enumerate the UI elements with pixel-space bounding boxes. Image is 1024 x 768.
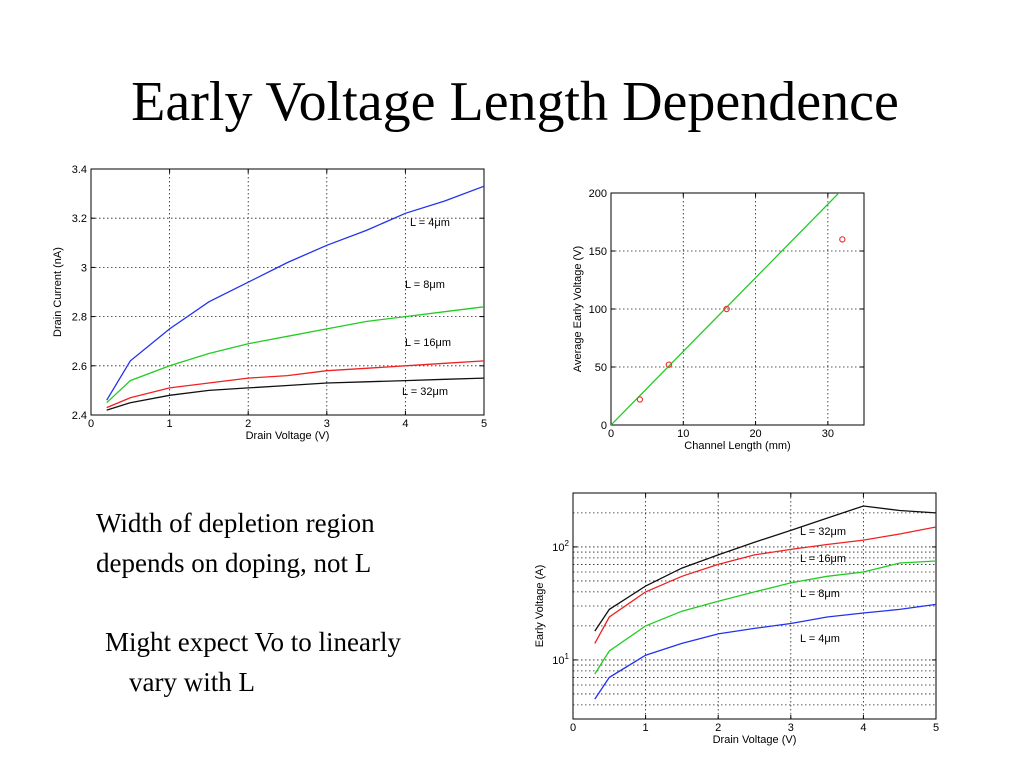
- series-line: [594, 526, 936, 644]
- text-line: Might expect Vo to linearly: [105, 627, 401, 657]
- data-point: [665, 361, 673, 368]
- series-line: [594, 603, 936, 700]
- series-line: [106, 360, 484, 409]
- y-axis-title: Drain Current (nA): [52, 247, 64, 337]
- text-line: Width of depletion region: [96, 508, 375, 538]
- x-tick-label: 4: [860, 722, 866, 734]
- grid-lines: [573, 493, 936, 719]
- y-tick-base: 10: [552, 655, 564, 667]
- x-axis-title: Drain Voltage (V): [246, 430, 330, 442]
- x-tick-label: 5: [933, 722, 939, 734]
- x-tick-label: 3: [788, 722, 794, 734]
- y-tick-label: 3: [81, 262, 87, 274]
- series-label: L = 8μm: [405, 279, 445, 291]
- x-tick-label: 30: [822, 428, 834, 440]
- data-point: [839, 236, 846, 243]
- text-line: depends on doping, not L: [96, 548, 372, 578]
- x-axis-title: Channel Length (mm): [684, 440, 790, 452]
- series-label: L = 16μm: [800, 553, 846, 565]
- grid-lines: [611, 193, 864, 425]
- x-tick-label: 1: [643, 722, 649, 734]
- series-label: L = 4μm: [800, 633, 840, 645]
- plot-frame: [90, 168, 485, 416]
- x-tick-label: 10: [677, 428, 689, 440]
- plot-area: [594, 505, 936, 700]
- x-tick-label: 3: [324, 418, 330, 430]
- y-axis-title: Average Early Voltage (V): [572, 246, 584, 372]
- series-line: [106, 306, 484, 404]
- x-tick-label: 0: [570, 722, 576, 734]
- plot-frame: [572, 492, 937, 720]
- series-line: [594, 505, 936, 632]
- y-tick-label: 101: [552, 652, 569, 667]
- y-tick-label: 100: [589, 304, 607, 316]
- x-axis-title: Drain Voltage (V): [713, 734, 797, 746]
- y-tick-label: 2.4: [72, 410, 87, 422]
- x-tick-label: 2: [715, 722, 721, 734]
- y-tick-exponent: 2: [565, 539, 570, 548]
- x-tick-label: 5: [481, 418, 487, 430]
- y-tick-label: 102: [552, 539, 569, 554]
- series-label: L = 4μm: [410, 217, 450, 229]
- y-tick-label: 0: [601, 420, 607, 432]
- y-tick-label: 50: [595, 362, 607, 374]
- y-tick-exponent: 1: [565, 652, 570, 661]
- x-tick-label: 0: [88, 418, 94, 430]
- x-tick-label: 4: [402, 418, 408, 430]
- y-tick-label: 150: [589, 246, 607, 258]
- y-axis-title: Early Voltage (A): [534, 565, 546, 648]
- y-tick-label: 3.2: [72, 213, 87, 225]
- series-line: [611, 193, 840, 425]
- plot-area: [611, 193, 840, 425]
- text-line: vary with L: [129, 667, 255, 697]
- series-line: [106, 185, 484, 401]
- series-line: [106, 377, 484, 411]
- y-tick-label: 3.4: [72, 164, 87, 176]
- y-tick-label: 2.8: [72, 312, 87, 324]
- text-block-expectation: Might expect Vo to linearly vary with L: [105, 622, 525, 702]
- x-tick-label: 1: [167, 418, 173, 430]
- x-tick-label: 0: [608, 428, 614, 440]
- data-point: [636, 396, 644, 403]
- y-tick-label: 200: [589, 188, 607, 200]
- x-tick-label: 2: [245, 418, 251, 430]
- series-label: L = 16μm: [405, 337, 451, 349]
- series-line: [594, 560, 936, 675]
- data-point: [723, 305, 730, 313]
- y-tick-label: 2.6: [72, 361, 87, 373]
- series-label: L = 32μm: [800, 526, 846, 538]
- series-label: L = 8μm: [800, 588, 840, 600]
- text-block-depletion: Width of depletion region depends on dop…: [96, 503, 516, 583]
- series-label: L = 32μm: [402, 386, 448, 398]
- grid-lines: [91, 169, 484, 415]
- plot-area: [106, 185, 484, 411]
- x-tick-label: 20: [749, 428, 761, 440]
- y-tick-base: 10: [552, 542, 564, 554]
- slide-title: Early Voltage Length Dependence: [131, 71, 899, 133]
